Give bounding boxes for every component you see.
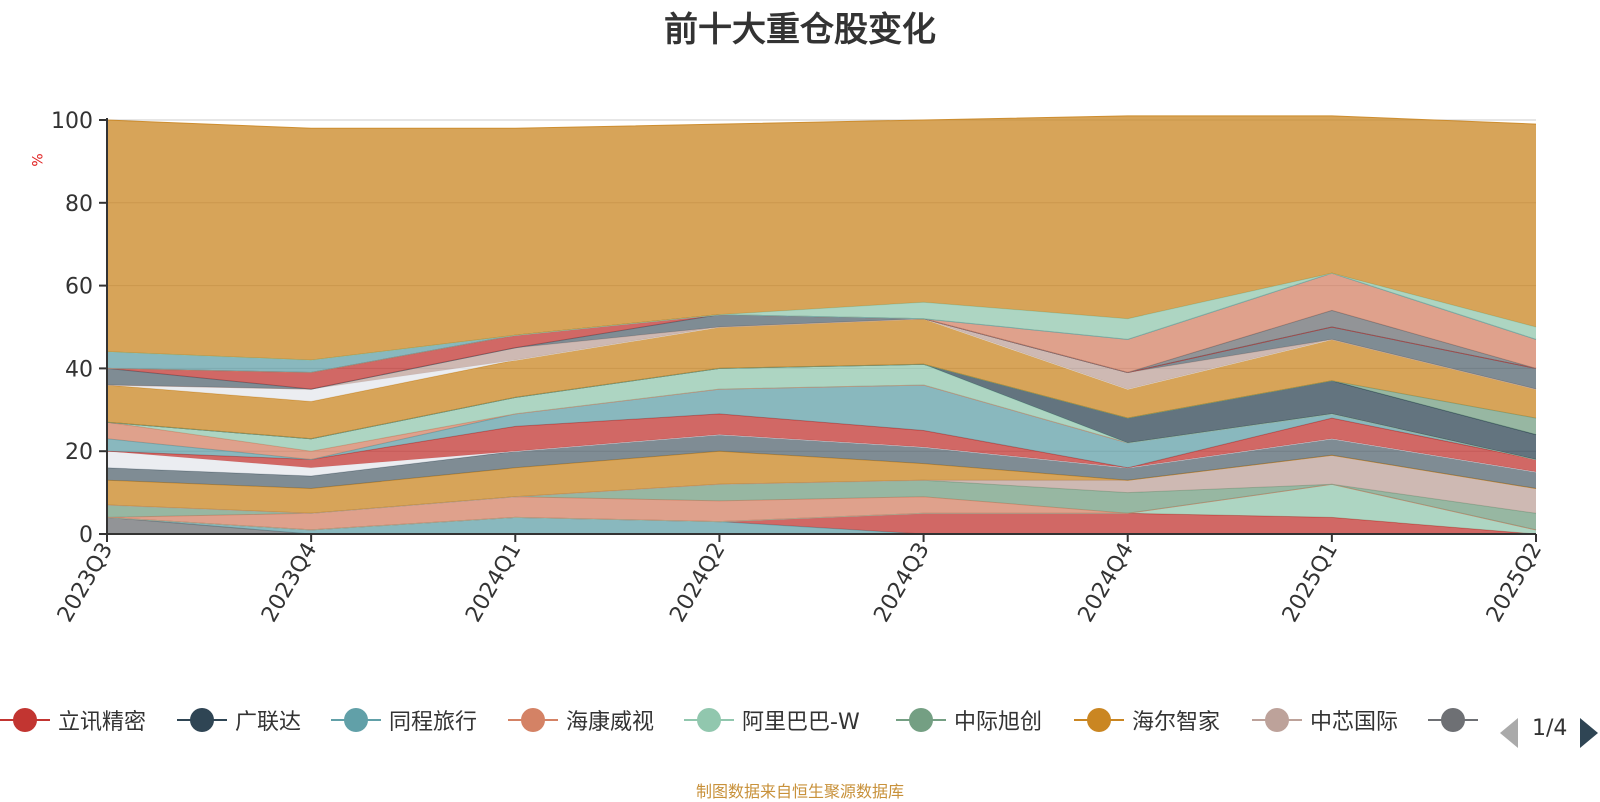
x-tick-label: 2024Q2 [665, 539, 730, 627]
area-series-5 [107, 480, 1536, 530]
legend-marker-icon [331, 702, 381, 738]
legend-item-label: 中际旭创 [954, 710, 1043, 735]
legend-item-label: 立讯精密 [58, 710, 147, 735]
area-series-13 [107, 364, 1536, 460]
legend-next-page-icon[interactable] [1580, 718, 1598, 748]
area-series-19 [107, 314, 1536, 390]
x-tick-label: 2023Q3 [53, 539, 118, 627]
area-series-18 [107, 318, 1536, 390]
area-series-2 [107, 513, 1536, 534]
legend-page-number: 1/4 [1532, 716, 1568, 741]
legend-marker-icon [0, 702, 50, 738]
legend-item-label: 海康威视 [566, 710, 655, 735]
area-series-11 [107, 385, 1536, 468]
legend-item[interactable]: 海尔智家 [1074, 702, 1220, 738]
area-series-edge-25 [106, 115, 1537, 129]
x-tick-label: 2024Q4 [1074, 539, 1139, 627]
area-series-0 [107, 517, 1536, 534]
area-series-12 [107, 385, 1536, 460]
legend-item-label: 阿里巴巴-W [742, 710, 860, 735]
legend-pager: 1/4 [1498, 716, 1600, 758]
legend-item-label: 中芯国际 [1310, 710, 1399, 735]
stacked-area-chart: 0 20 40 60 80 100 2023Q3 2023Q4 2024Q1 2024Q2 2024… [51, 109, 1547, 627]
legend-marker-icon [1252, 702, 1302, 738]
x-tick-label: 2024Q3 [869, 539, 934, 627]
legend-item-label: 广联达 [235, 710, 302, 735]
area-series-17 [107, 318, 1536, 402]
legend-item[interactable]: 广联达 [177, 702, 301, 738]
area-series-10 [107, 413, 1536, 472]
legend-marker-icon [1428, 702, 1478, 738]
area-series-14 [107, 364, 1536, 460]
area-series-1 [107, 517, 1536, 534]
area-series-4 [107, 484, 1536, 530]
legend-item-label: 同程旅行 [389, 710, 478, 735]
area-series-6 [107, 455, 1536, 514]
legend-item[interactable]: 立讯精密 [0, 702, 146, 738]
area-series-group [106, 115, 1537, 535]
area-series-20 [107, 314, 1536, 390]
legend-item[interactable]: 阿里巴巴-W [684, 702, 860, 738]
x-tick-label: 2023Q4 [257, 539, 322, 627]
y-tick-label: 80 [65, 192, 93, 217]
legend-item[interactable]: 同程旅行 [331, 702, 477, 738]
legend-marker-icon [896, 702, 946, 738]
legend-marker-icon [177, 702, 227, 738]
y-tick-label: 40 [65, 357, 93, 382]
y-tick-label: 100 [51, 109, 93, 134]
y-tick-label: 20 [65, 440, 93, 465]
area-series-9 [107, 434, 1536, 476]
legend-item-label: 海尔智家 [1132, 710, 1221, 735]
area-series-3 [107, 484, 1536, 534]
legend-item[interactable]: 中际旭创 [896, 702, 1042, 738]
legend-item[interactable]: 海康威视 [508, 702, 654, 738]
area-series-25 [107, 115, 1536, 361]
x-tick-label: 2025Q1 [1278, 539, 1343, 627]
area-series-8 [107, 434, 1536, 489]
area-series-22 [107, 273, 1536, 373]
legend-item[interactable] [1428, 702, 1478, 738]
y-tick-label: 0 [79, 523, 93, 548]
area-series-23 [107, 273, 1536, 373]
legend-prev-page-icon[interactable] [1500, 718, 1518, 748]
x-tick-label: 2024Q1 [461, 539, 526, 627]
y-tick-label: 60 [65, 275, 93, 300]
legend-marker-icon [684, 702, 734, 738]
chart-title: 前十大重仓股变化 [664, 10, 936, 50]
area-series-16 [107, 318, 1536, 439]
data-source-note: 制图数据来自恒生聚源数据库 [695, 782, 904, 801]
area-series-edge-15 [106, 363, 1537, 440]
legend-marker-icon [1074, 702, 1124, 738]
legend-item[interactable]: 中芯国际 [1252, 702, 1398, 738]
x-tick-label: 2025Q2 [1482, 539, 1547, 627]
area-series-7 [107, 451, 1536, 514]
legend-marker-icon [508, 702, 558, 738]
legend: 立讯精密 广联达 同程旅行 海康威视 阿里巴巴-W 中际旭创 海尔智家 中芯国际 [0, 702, 1600, 742]
